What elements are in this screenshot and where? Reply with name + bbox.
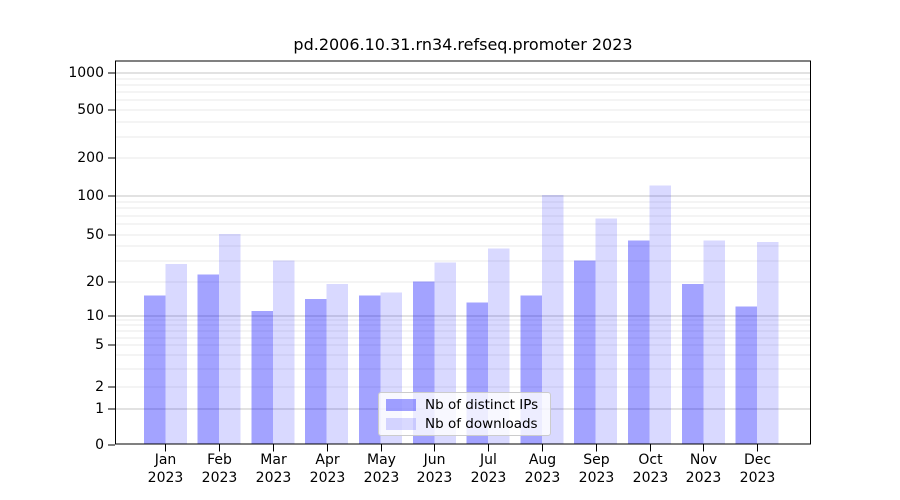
y-tick-label: 50 bbox=[86, 226, 104, 243]
bar-nov-series0 bbox=[681, 284, 704, 445]
x-tick-year: 2023 bbox=[632, 469, 669, 486]
x-tick-month: Oct bbox=[638, 452, 663, 468]
x-tick-label: Mar 2023 bbox=[244, 452, 304, 487]
x-tick-month: Jul bbox=[480, 452, 497, 468]
legend-row: Nb of downloads bbox=[386, 417, 543, 431]
x-tick-month: Dec bbox=[743, 452, 772, 468]
bar-oct-series0 bbox=[628, 240, 650, 445]
x-tick-year: 2023 bbox=[309, 469, 346, 486]
bar-apr-series0 bbox=[305, 298, 327, 445]
x-tick-year: 2023 bbox=[470, 469, 507, 486]
bar-sep-series1 bbox=[595, 218, 618, 445]
x-tick-year: 2023 bbox=[739, 469, 776, 486]
bar-oct-series1 bbox=[649, 185, 671, 445]
legend-row: Nb of distinct IPs bbox=[386, 398, 543, 412]
x-tick-year: 2023 bbox=[255, 469, 292, 486]
x-tick-year: 2023 bbox=[363, 469, 400, 486]
y-tick-label: 500 bbox=[77, 101, 104, 118]
legend: Nb of distinct IPs Nb of downloads bbox=[378, 392, 551, 436]
bar-may-series0 bbox=[359, 295, 381, 445]
y-tick-label: 1000 bbox=[68, 64, 104, 81]
x-tick-month: Jun bbox=[423, 452, 446, 468]
bar-aug-series1 bbox=[541, 195, 564, 445]
x-tick-label: Apr 2023 bbox=[298, 452, 358, 487]
bar-nov-series1 bbox=[703, 240, 725, 445]
x-tick-year: 2023 bbox=[578, 469, 615, 486]
y-tick-label: 200 bbox=[77, 149, 104, 166]
y-tick-label: 2 bbox=[95, 378, 104, 395]
bar-jan-series1 bbox=[165, 264, 187, 445]
legend-swatch-icon bbox=[386, 417, 416, 430]
x-tick-month: May bbox=[367, 452, 396, 468]
bar-feb-series0 bbox=[197, 274, 220, 445]
x-tick-label: May 2023 bbox=[352, 452, 412, 487]
x-tick-month: Jan bbox=[154, 452, 177, 468]
x-tick-year: 2023 bbox=[416, 469, 453, 486]
x-tick-month: Aug bbox=[528, 452, 557, 468]
y-tick-label: 0 bbox=[95, 436, 104, 453]
legend-label: Nb of downloads bbox=[425, 415, 538, 432]
x-tick-year: 2023 bbox=[524, 469, 561, 486]
x-tick-year: 2023 bbox=[147, 469, 184, 486]
bar-mar-series1 bbox=[272, 260, 295, 445]
x-tick-label: Feb 2023 bbox=[190, 452, 250, 487]
x-tick-label: Jun 2023 bbox=[405, 452, 465, 487]
bar-dec-series0 bbox=[735, 306, 758, 445]
bar-mar-series0 bbox=[251, 310, 273, 445]
y-tick-label: 10 bbox=[86, 307, 104, 324]
y-tick-label: 100 bbox=[77, 187, 104, 204]
axes-spines bbox=[115, 60, 811, 445]
x-tick-month: Mar bbox=[260, 452, 287, 468]
x-tick-label: Jul 2023 bbox=[459, 452, 519, 487]
x-tick-label: Aug 2023 bbox=[513, 452, 573, 487]
x-tick-month: Apr bbox=[315, 452, 340, 468]
chart-title: pd.2006.10.31.rn34.refseq.promoter 2023 bbox=[293, 35, 633, 54]
x-tick-month: Sep bbox=[583, 452, 610, 468]
x-tick-label: Dec 2023 bbox=[728, 452, 788, 487]
x-tick-year: 2023 bbox=[201, 469, 238, 486]
x-tick-label: Nov 2023 bbox=[674, 452, 734, 487]
bar-sep-series0 bbox=[574, 260, 596, 445]
bar-apr-series1 bbox=[326, 284, 349, 445]
bar-dec-series1 bbox=[757, 241, 779, 445]
x-tick-label: Jan 2023 bbox=[136, 452, 196, 487]
legend-swatch-icon bbox=[386, 398, 416, 411]
x-tick-year: 2023 bbox=[685, 469, 722, 486]
y-tick-label: 20 bbox=[86, 273, 104, 290]
x-tick-label: Oct 2023 bbox=[621, 452, 681, 487]
x-tick-month: Feb bbox=[207, 452, 232, 468]
bar-feb-series1 bbox=[219, 234, 241, 445]
legend-label: Nb of distinct IPs bbox=[425, 396, 539, 413]
y-tick-label: 5 bbox=[95, 336, 104, 353]
x-tick-month: Nov bbox=[689, 452, 718, 468]
x-tick-label: Sep 2023 bbox=[567, 452, 627, 487]
y-tick-label: 1 bbox=[95, 400, 104, 417]
bar-jan-series0 bbox=[143, 295, 166, 445]
